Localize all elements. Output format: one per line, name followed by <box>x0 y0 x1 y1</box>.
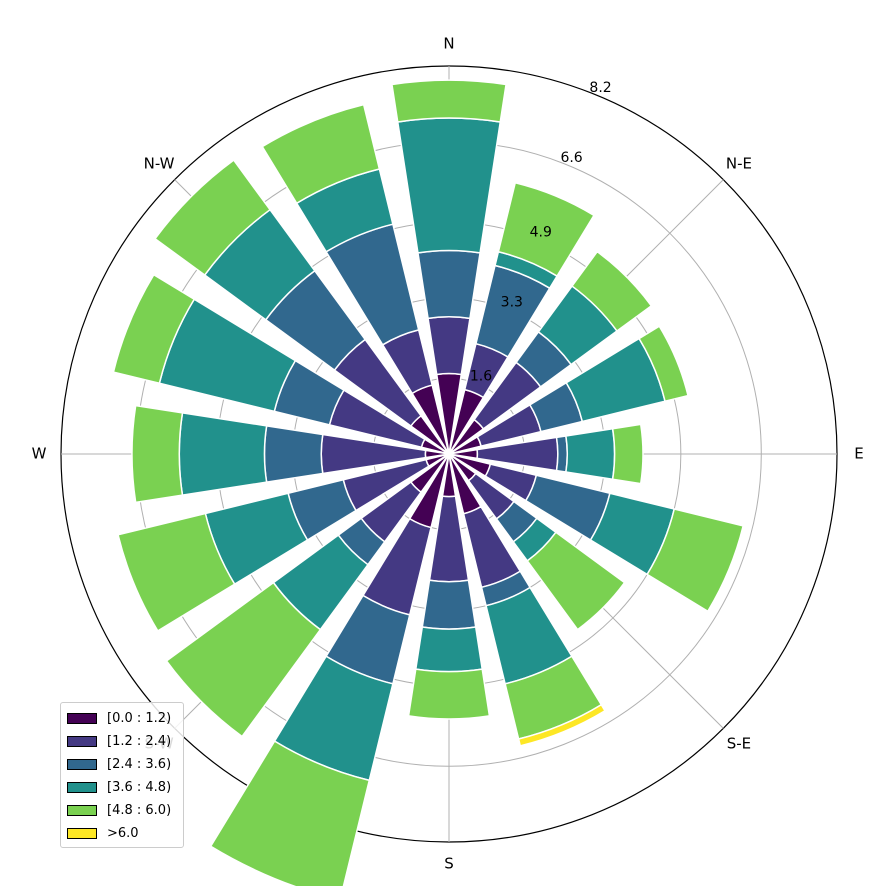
legend-item: [1.2 : 2.4) <box>67 730 177 753</box>
bar-S-bin-4 <box>407 668 491 720</box>
legend-label: [2.4 : 3.6) <box>107 757 172 772</box>
legend-swatch <box>67 828 97 839</box>
bar-N-bin-2 <box>417 249 481 320</box>
bar-S-bin-3 <box>414 626 484 673</box>
bar-E-bin-2 <box>555 435 569 473</box>
legend-swatch <box>67 805 97 816</box>
legend-swatch <box>67 759 97 770</box>
legend-swatch <box>67 736 97 747</box>
legend-label: [4.8 : 6.0) <box>107 803 172 818</box>
direction-label: S-E <box>727 734 751 752</box>
legend-item: [4.8 : 6.0) <box>67 799 177 822</box>
bar-WNW-bin-4 <box>112 273 196 385</box>
bar-NE-bin-4 <box>570 250 653 333</box>
bar-N-bin-3 <box>396 117 502 254</box>
bar-SSE-bin-5 <box>517 703 607 747</box>
bar-N-bin-4 <box>391 79 507 123</box>
bar-SSW-bin-4 <box>209 740 371 886</box>
bar-N-bin-1 <box>427 316 471 376</box>
radial-tick-label: 8.2 <box>589 80 611 96</box>
legend-label: [0.0 : 1.2) <box>107 711 172 726</box>
direction-label: N-W <box>144 155 175 173</box>
bar-W-bin-2 <box>263 424 324 484</box>
legend-swatch <box>67 713 97 724</box>
direction-label: N-E <box>726 155 752 173</box>
direction-label: W <box>32 445 47 463</box>
legend-label: [1.2 : 2.4) <box>107 734 172 749</box>
bar-NW-bin-4 <box>154 159 272 277</box>
bar-E-bin-4 <box>611 423 644 485</box>
legend-item: [0.0 : 1.2) <box>67 707 177 730</box>
radial-tick-label: 4.9 <box>530 224 552 240</box>
bar-S-bin-2 <box>421 579 477 630</box>
legend-item: [2.4 : 3.6) <box>67 753 177 776</box>
bar-ENE-bin-4 <box>638 325 689 403</box>
legend-label: >6.0 <box>107 826 139 841</box>
bar-W-bin-4 <box>131 404 184 504</box>
legend: [0.0 : 1.2) [1.2 : 2.4) [2.4 : 3.6) [3.6… <box>60 702 184 848</box>
legend-item: >6.0 <box>67 822 177 845</box>
direction-label: N <box>443 35 454 53</box>
legend-swatch <box>67 782 97 793</box>
legend-item: [3.6 : 4.8) <box>67 776 177 799</box>
bar-SE-bin-4 <box>526 531 626 631</box>
bar-NNE-bin-4 <box>497 181 595 278</box>
legend-label: [3.6 : 4.8) <box>107 780 172 795</box>
bar-W-bin-3 <box>178 411 268 497</box>
bar-NNW-bin-4 <box>261 103 381 205</box>
bar-WSW-bin-4 <box>117 512 236 632</box>
bar-ESE-bin-4 <box>646 508 745 613</box>
radial-tick-label: 3.3 <box>501 294 523 310</box>
windrose-bars <box>112 79 745 886</box>
axis-labels: NN-EES-ESS-WWN-W1.63.34.96.68.2 <box>32 35 864 873</box>
direction-label: S <box>444 855 454 873</box>
direction-label: E <box>854 445 863 463</box>
bar-E-bin-3 <box>565 427 616 481</box>
radial-tick-label: 1.6 <box>470 369 492 385</box>
bar-SW-bin-4 <box>165 581 322 738</box>
radial-tick-label: 6.6 <box>560 150 582 166</box>
